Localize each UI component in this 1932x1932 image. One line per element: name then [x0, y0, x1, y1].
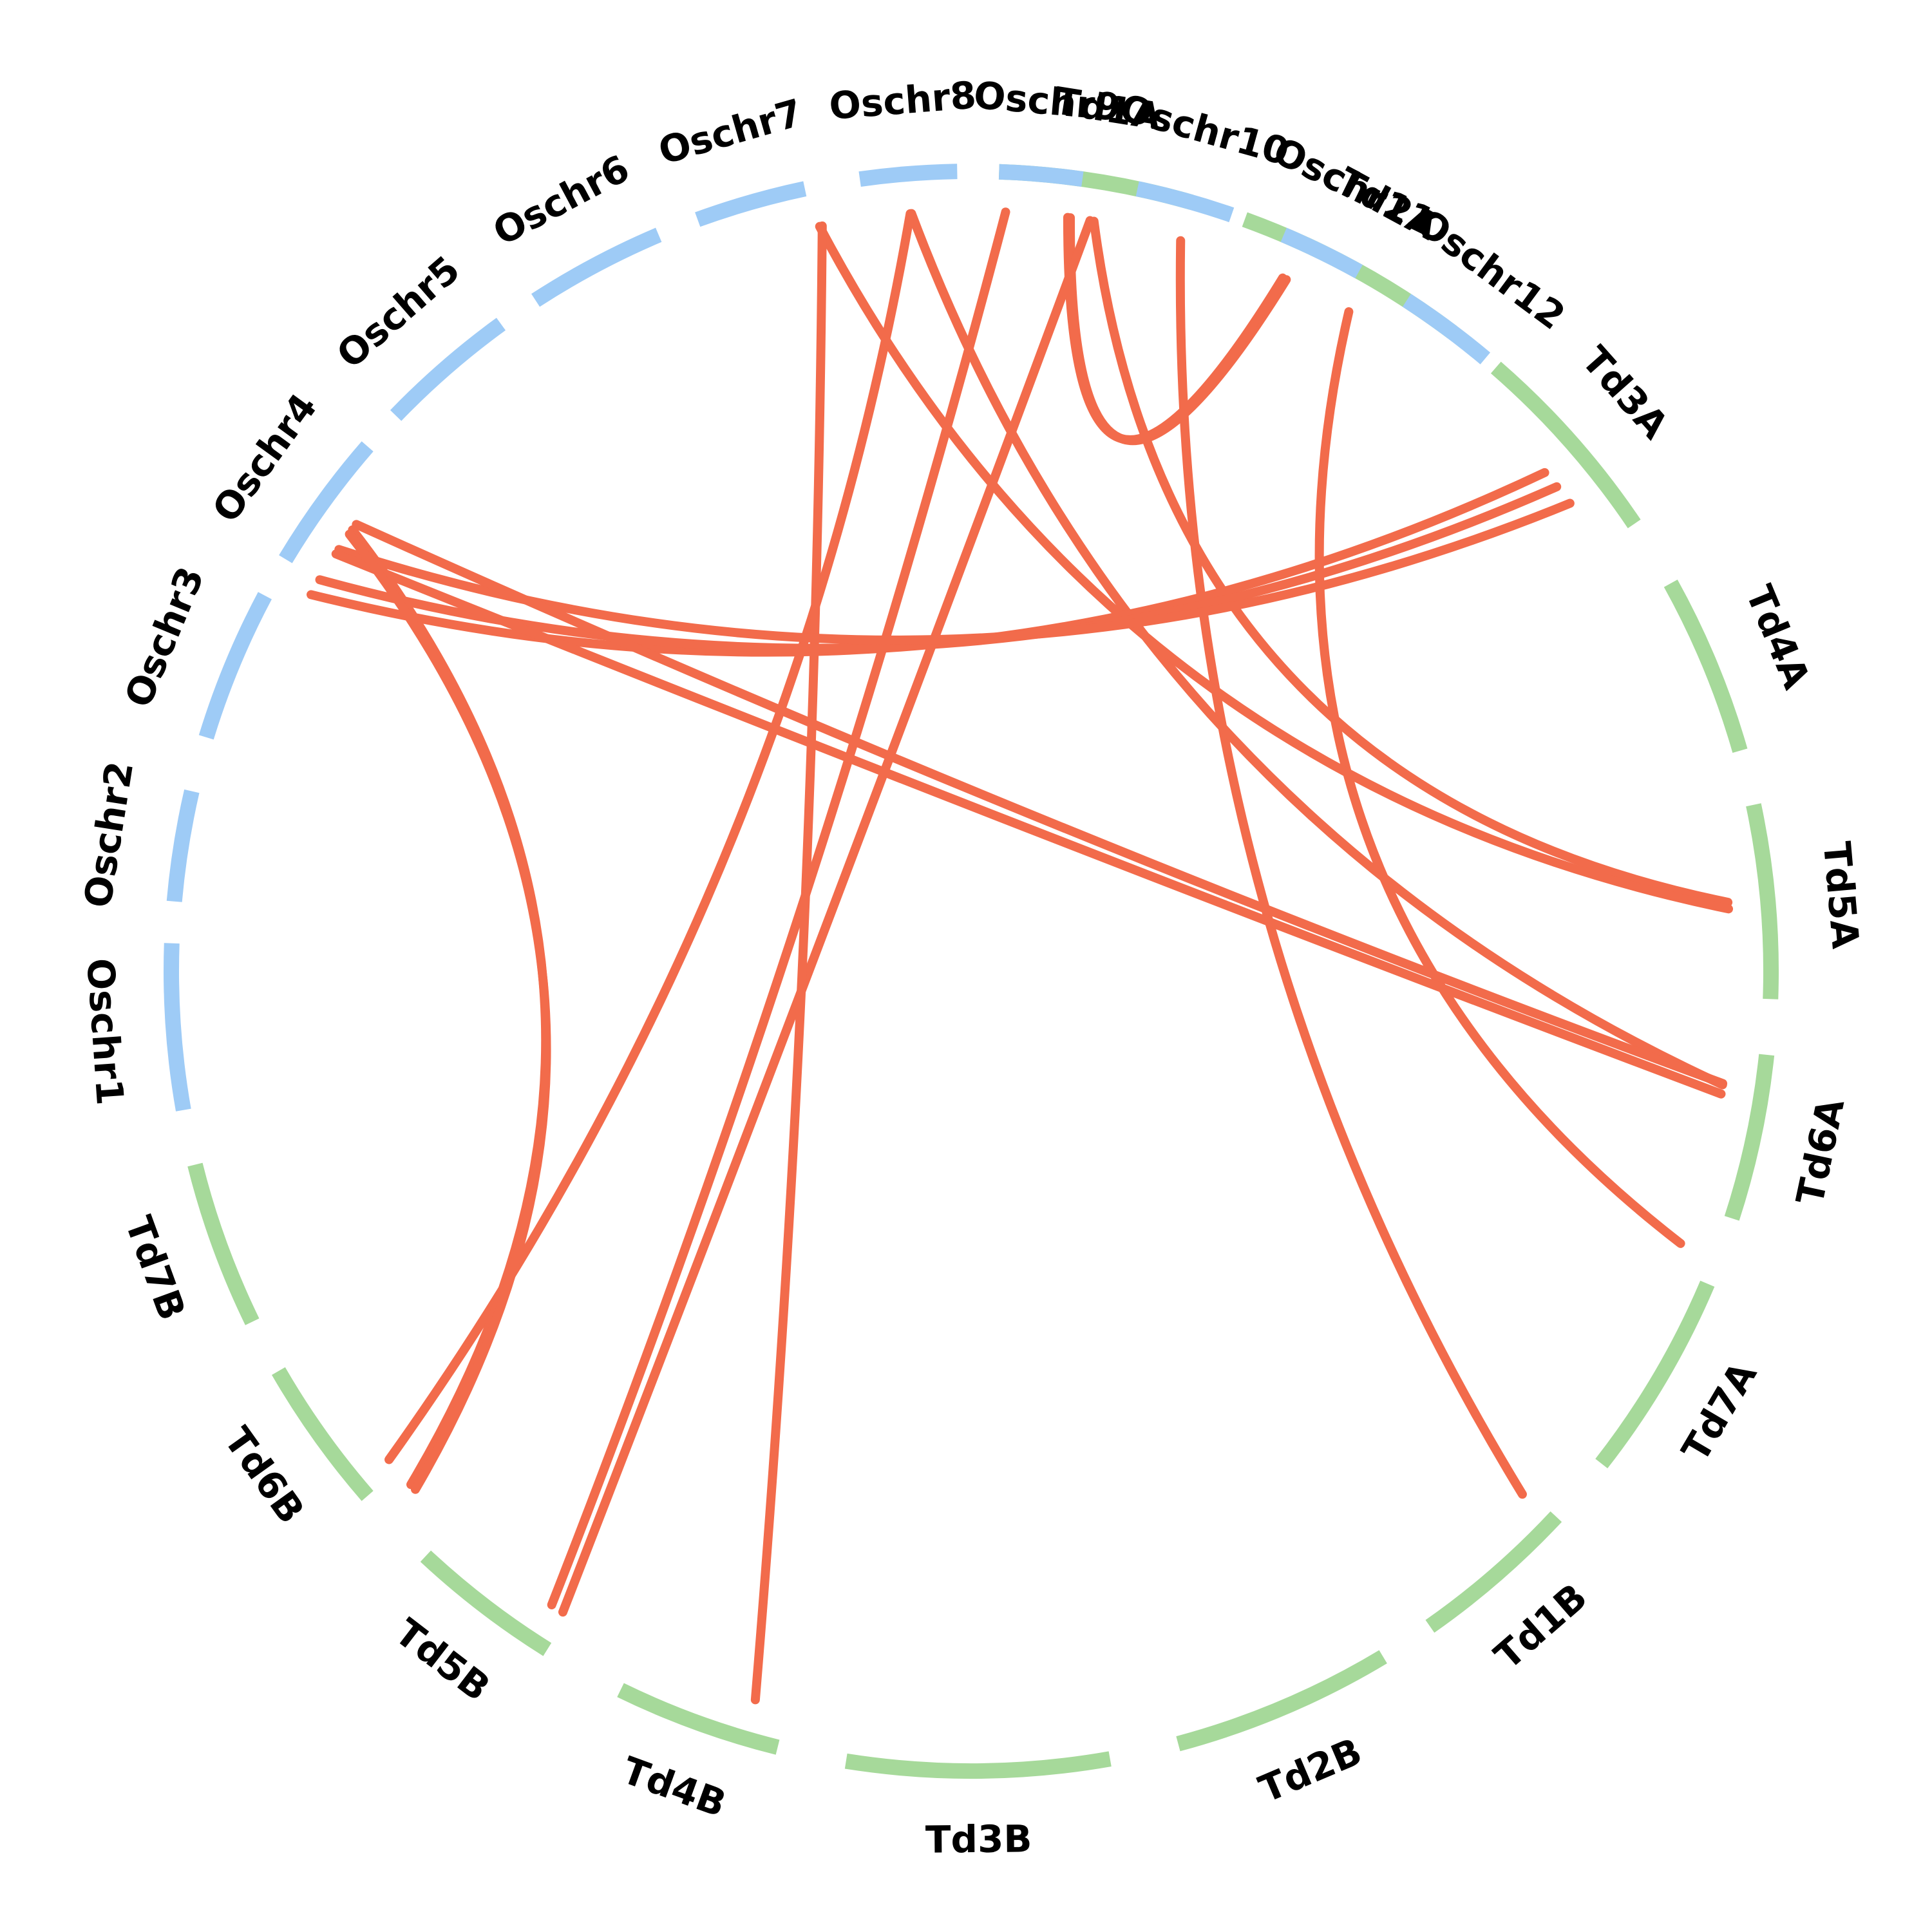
chromosome-label-oschr2: Oschr2	[75, 759, 142, 911]
chromosome-arc-td5a	[1746, 803, 1779, 999]
chromosome-arc-td6a	[1724, 1054, 1775, 1221]
chromosome-arc-td1b	[1425, 1511, 1562, 1633]
synteny-link-td4a-oschr2	[334, 498, 1575, 645]
synteny-link-oschr3-td6b	[345, 529, 551, 1494]
chromosome-arc-td6b	[272, 1367, 374, 1501]
chromosome-arc-oschr7	[695, 181, 807, 227]
chromosome-label-oschr4: Oschr4	[204, 386, 325, 531]
chromosome-arc-oschr9	[998, 164, 1084, 187]
chromosome-label-td1b: Td1B	[1486, 1575, 1596, 1678]
chromosome-arc-oschr10	[1135, 181, 1235, 223]
chromosome-label-oschr10: Oschr10	[1115, 86, 1294, 174]
chromosome-arc-td7a	[1595, 1280, 1715, 1469]
chromosome-arc-td3b	[844, 1751, 1112, 1779]
chromosome-label-td5a: Td5A	[1815, 840, 1868, 951]
chromosome-arc-oschr6	[531, 227, 662, 307]
synteny-link-oschr9-td5a	[1089, 216, 1733, 907]
chromosome-label-td7b: Td7B	[117, 1211, 194, 1326]
chromosome-ideogram	[164, 164, 1779, 1779]
chromosome-label-td7a: Td7A	[1673, 1354, 1765, 1469]
chromosome-label-oschr3: Oschr3	[116, 561, 213, 714]
chromosome-arc-td7b	[187, 1162, 260, 1325]
chromosome-arc-oschr5	[390, 317, 506, 421]
chromosome-label-oschr8: Oschr8	[828, 73, 978, 128]
synteny-link-oschr7-td6b	[384, 209, 915, 1464]
chromosome-label-td6a: Td6A	[1788, 1095, 1853, 1209]
synteny-link-oschr10-td1b	[1175, 236, 1527, 1499]
chromosome-label-td2b: Td2B	[1253, 1729, 1368, 1811]
chromosome-arc-oschr1	[164, 943, 191, 1112]
synteny-link-td1a-oschr10	[1063, 213, 1287, 444]
chromosome-label-oschr6: Oschr6	[486, 146, 637, 254]
chromosome-arc-td5b	[420, 1550, 552, 1656]
chromosome-arc-oschr8	[858, 164, 958, 187]
chromosome-arc-oschr11	[1280, 227, 1363, 279]
chromosome-label-oschr1: Oschr1	[78, 957, 132, 1107]
chromosome-label-td6b: Td6B	[216, 1419, 314, 1531]
chromosome-arc-td3a	[1490, 361, 1641, 529]
synteny-link-oschr7-td6a	[907, 209, 1727, 1090]
chromosome-arc-td4a	[1663, 580, 1748, 753]
chromosome-arc-oschr12	[1402, 294, 1491, 365]
synteny-link-td6a-oschr3	[331, 549, 1726, 1099]
chromosome-arc-td2b	[1176, 1650, 1387, 1752]
chromosome-label-td4b: Td4B	[616, 1748, 732, 1826]
chromosome-label-oschr9: Oschr9	[972, 73, 1122, 129]
chromosome-arc-td4b	[617, 1683, 780, 1755]
synteny-link-oschr12-td7a	[1314, 307, 1685, 1248]
synteny-links	[307, 207, 1734, 1705]
synteny-link-td6a-oschr1	[352, 520, 1728, 1088]
chromosome-label-td5b: Td5B	[387, 1610, 498, 1710]
synteny-link-oschr5-td4b	[750, 221, 827, 1705]
chromosome-arc-oschr2	[166, 789, 200, 902]
synteny-link-oschr3-td6b	[348, 525, 551, 1490]
chromosome-label-td3a: Td3A	[1573, 338, 1677, 448]
chromosome-label-td4a: Td4A	[1737, 579, 1819, 695]
synteny-link-oschr5-td5a	[815, 222, 1734, 914]
chromosome-arc-oschr3	[198, 592, 272, 740]
chromosome-arc-oschr4	[279, 441, 374, 564]
chromosome-label-oschr7: Oschr7	[654, 90, 807, 173]
chromosome-label-td3b: Td3B	[925, 1817, 1032, 1861]
